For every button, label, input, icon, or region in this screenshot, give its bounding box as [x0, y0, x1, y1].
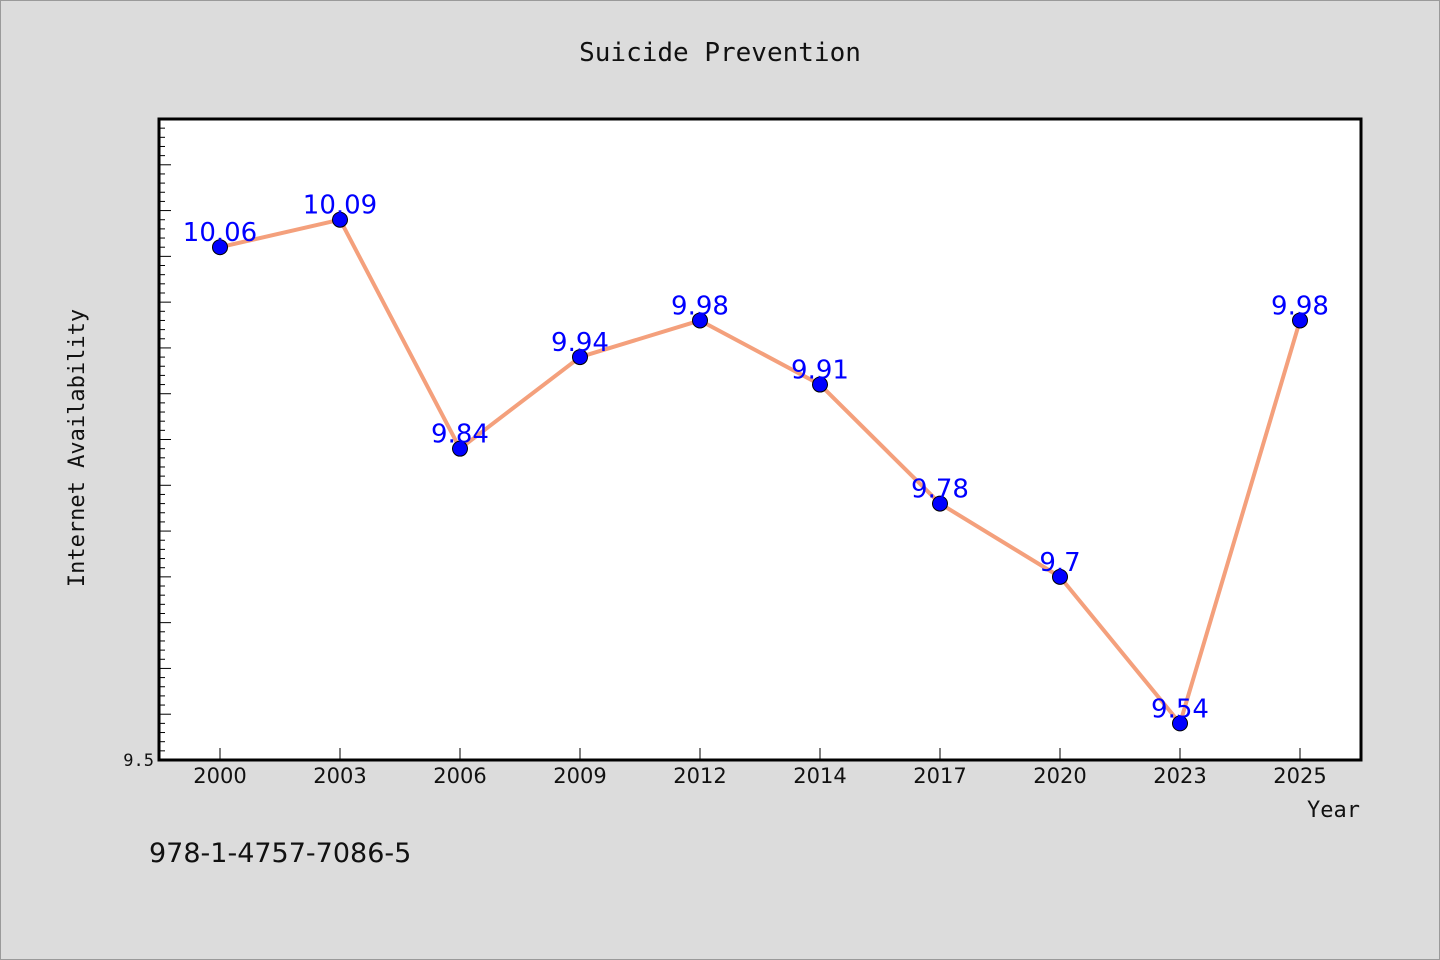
- series-layer: 10.06 10.09 9.84 9.94 9.98 9.91 9.78 9.7 9.54 9.9…: [183, 191, 1329, 732]
- data-point: [452, 440, 468, 457]
- x-tick-label: 2012: [673, 764, 726, 788]
- x-tick-label: 2014: [793, 764, 846, 788]
- data-point: [932, 495, 948, 512]
- data-label: 9.7: [1039, 548, 1080, 578]
- data-point: [1292, 312, 1308, 329]
- data-point: [812, 376, 828, 393]
- chart-title: Suicide Prevention: [579, 38, 861, 68]
- data-label: 9.98: [671, 291, 729, 321]
- x-tick-label: 2017: [913, 764, 966, 788]
- data-point: [692, 312, 708, 329]
- isbn-text: 978-1-4757-7086-5: [149, 838, 411, 869]
- x-axis-ticks: 2000 2003 2006 2009 2012 2014 2017 2020 2023 2025: [193, 748, 1327, 788]
- x-tick-label: 2025: [1273, 764, 1326, 788]
- x-tick-label: 2006: [433, 764, 486, 788]
- data-label: 9.54: [1151, 694, 1209, 724]
- x-tick-label: 2000: [193, 764, 246, 788]
- x-tick-label: 2020: [1033, 764, 1086, 788]
- data-label: 9.98: [1271, 291, 1329, 321]
- data-point: [332, 211, 348, 228]
- data-point: [1172, 715, 1188, 732]
- x-axis-label: Year: [1307, 798, 1360, 823]
- data-point: [1052, 568, 1068, 585]
- plot-area: [157, 117, 1363, 762]
- data-label: 9.94: [551, 328, 609, 358]
- y-axis-label: Internet Availability: [65, 309, 90, 587]
- data-label: 9.78: [911, 475, 969, 505]
- data-label: 9.91: [791, 356, 849, 386]
- data-label: 10.06: [183, 218, 257, 248]
- data-label: 10.09: [303, 191, 377, 221]
- data-label: 9.84: [431, 420, 489, 450]
- series-line: [219, 217, 1302, 726]
- x-tick-label: 2023: [1153, 764, 1206, 788]
- data-point: [212, 239, 228, 256]
- x-tick-label: 2009: [553, 764, 606, 788]
- data-point: [572, 349, 588, 366]
- y-tick-label: 9.5: [123, 751, 154, 771]
- x-tick-label: 2003: [313, 764, 366, 788]
- y-axis-ticks: 9.5: [123, 118, 171, 771]
